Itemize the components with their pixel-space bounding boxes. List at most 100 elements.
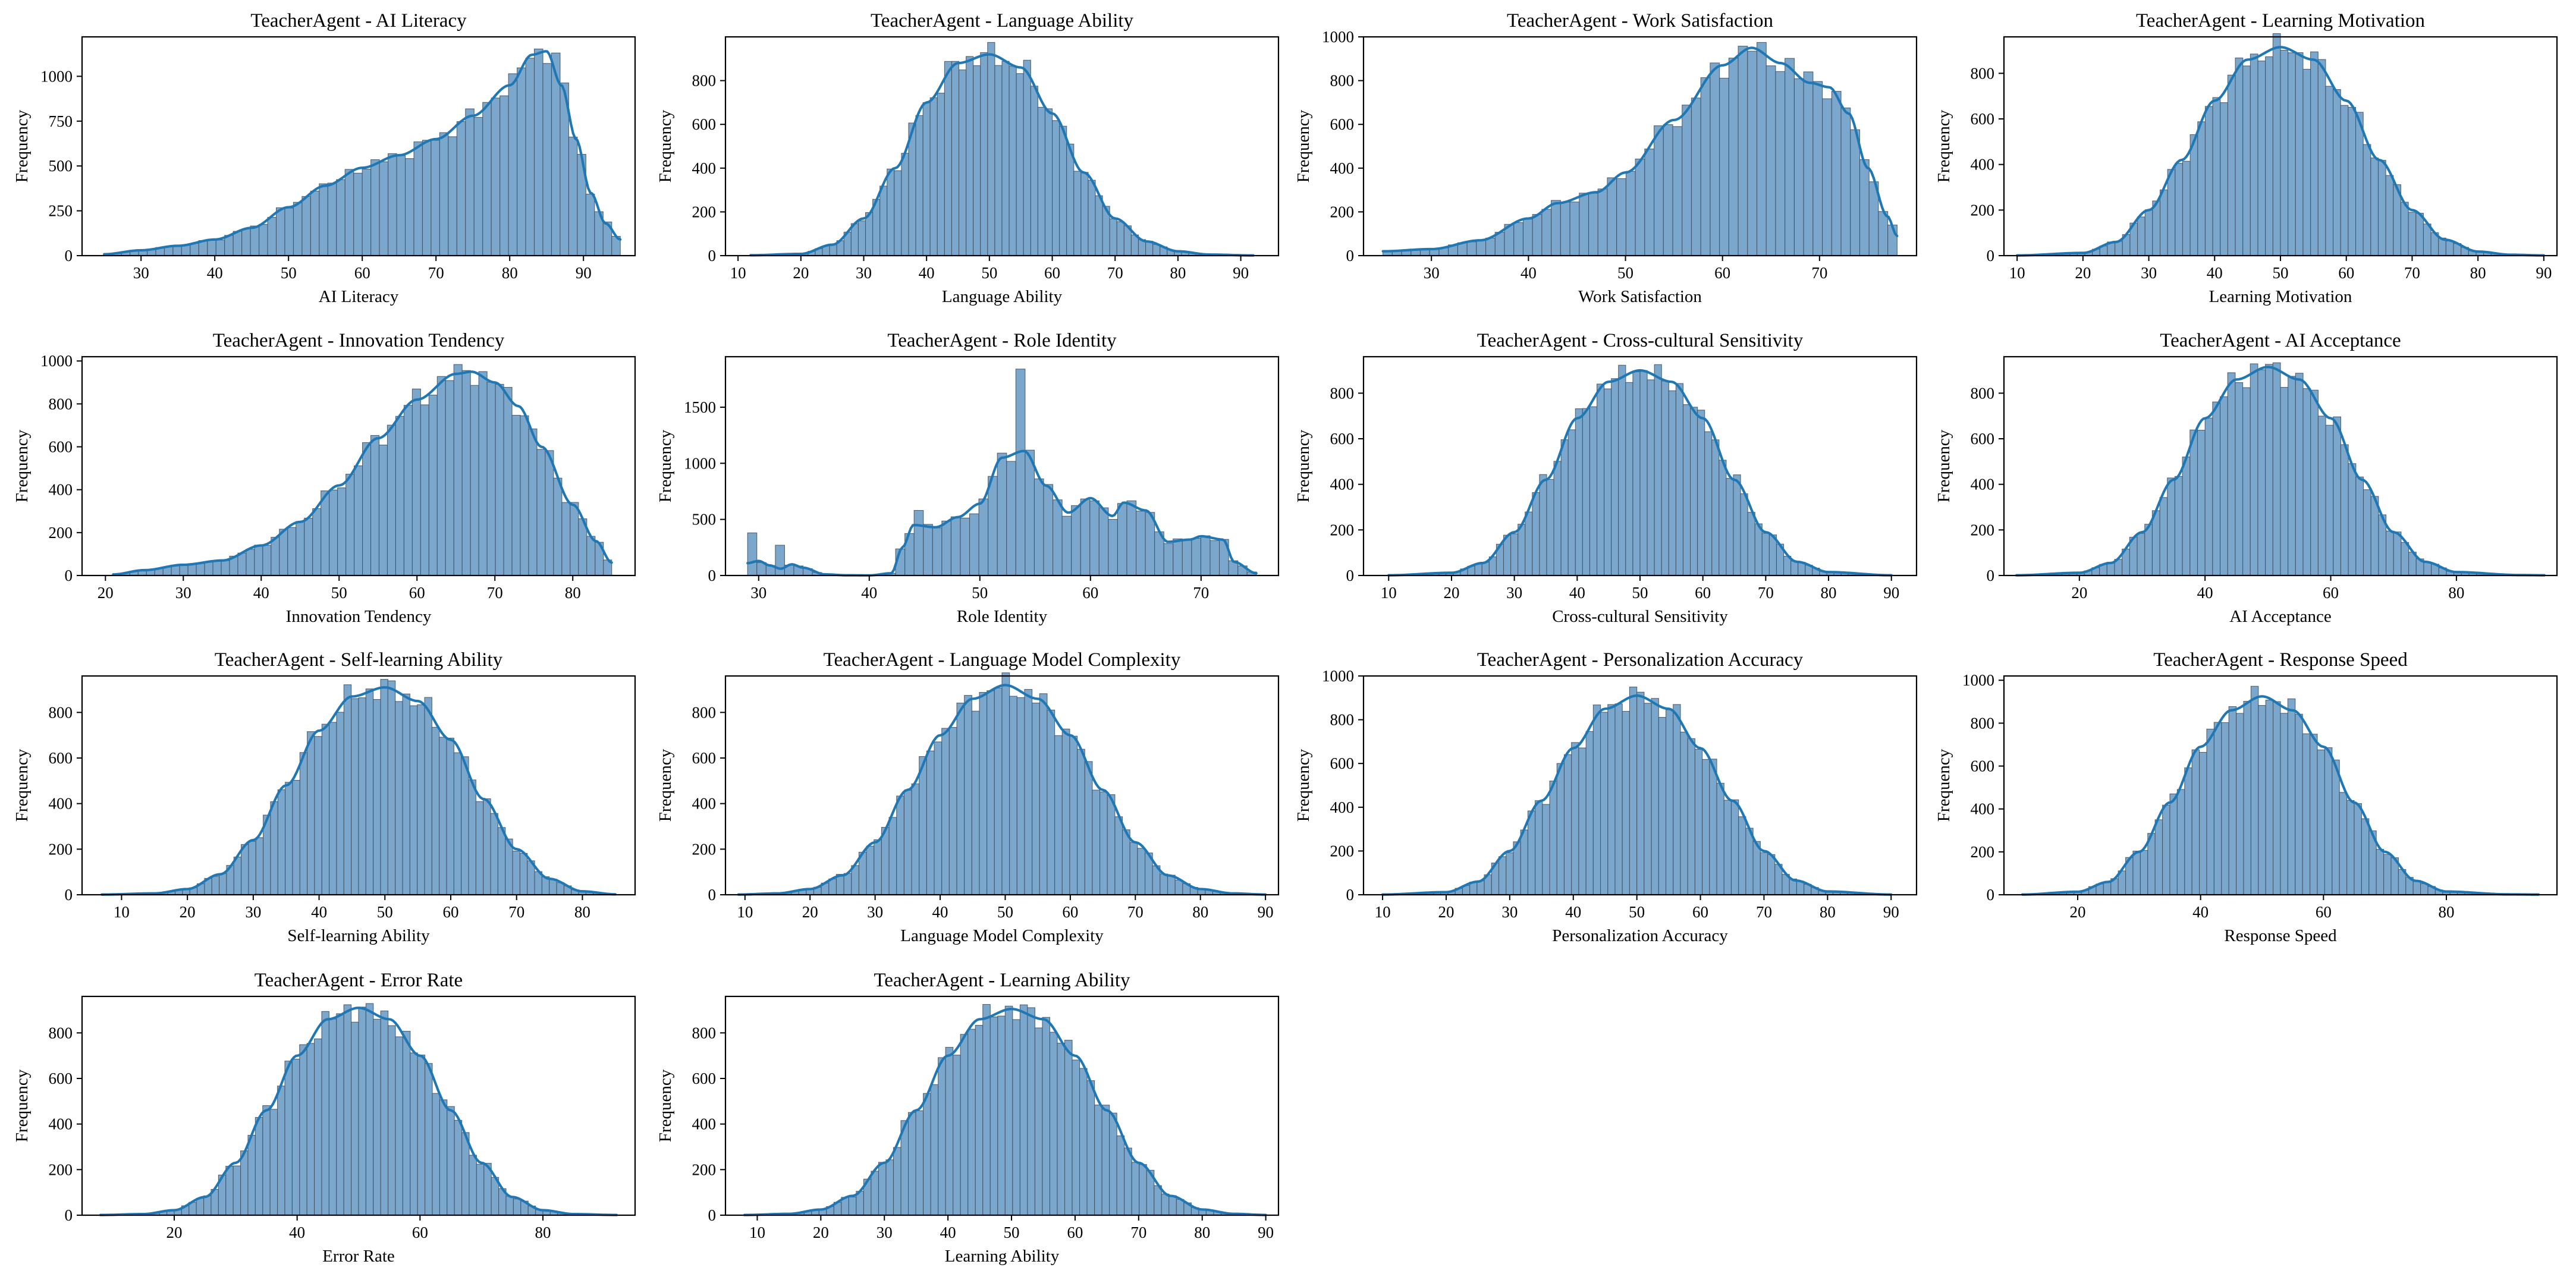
histogram-bar — [944, 61, 953, 256]
histogram-bar — [312, 508, 322, 576]
histogram-bar — [1004, 1005, 1013, 1216]
histogram-bar — [2265, 700, 2274, 895]
x-axis-label: AI Literacy — [319, 287, 399, 306]
histogram-bar — [1039, 693, 1048, 895]
histogram-bar — [919, 756, 927, 895]
histogram-bar — [1665, 709, 1674, 895]
histogram-bar — [513, 1199, 522, 1216]
histogram-bar — [871, 1171, 879, 1216]
histogram-bar — [402, 1031, 411, 1216]
histogram-bar — [299, 752, 308, 895]
histogram-bar — [461, 756, 469, 895]
histogram-bar — [1625, 171, 1636, 256]
x-tick-label: 80 — [2439, 903, 2455, 921]
x-tick-label: 20 — [2075, 264, 2091, 282]
histogram-bar — [901, 153, 909, 256]
kde-curve — [749, 53, 1255, 257]
histogram-bar — [1071, 505, 1081, 576]
histogram-bar — [172, 246, 182, 256]
histogram-bar — [979, 692, 988, 895]
histogram-bar — [292, 779, 300, 895]
histogram-bar — [2250, 363, 2258, 576]
x-tick-label: 80 — [1170, 264, 1186, 282]
histogram-bar — [1522, 218, 1533, 256]
y-tick-label: 600 — [1330, 115, 1355, 133]
x-tick-label: 40 — [207, 264, 223, 282]
histogram-bar — [453, 364, 463, 576]
y-tick-label: 800 — [1330, 384, 1355, 402]
histogram-bar — [2386, 530, 2394, 576]
histogram-bar — [915, 1110, 924, 1216]
y-tick-label: 0 — [1987, 886, 1995, 904]
histogram-bar — [585, 193, 595, 256]
x-tick-label: 60 — [354, 264, 370, 282]
histogram-bar — [1084, 761, 1093, 895]
y-tick-label: 800 — [692, 703, 717, 721]
x-tick-label: 60 — [1692, 903, 1708, 921]
histogram-bar — [2346, 800, 2355, 895]
x-tick-label: 20 — [2071, 584, 2087, 602]
y-tick-label: 800 — [49, 1024, 73, 1042]
histogram-bar — [395, 416, 404, 576]
histogram-bar — [1173, 538, 1183, 576]
histogram-bar — [978, 498, 989, 576]
x-tick-label: 50 — [1632, 584, 1648, 602]
histogram-bar — [233, 231, 243, 256]
histogram-bar — [196, 563, 205, 576]
histogram-bar — [2302, 68, 2311, 256]
x-tick-label: 60 — [2338, 264, 2354, 282]
x-tick-label: 50 — [1617, 264, 1633, 282]
histogram-bar — [1137, 848, 1146, 895]
x-tick-label: 60 — [2316, 903, 2332, 921]
histogram-bar — [1481, 562, 1490, 576]
histogram-bar — [1618, 364, 1626, 576]
histogram-bar — [2361, 818, 2370, 895]
histogram-bar — [1049, 1031, 1058, 1216]
y-tick-label: 800 — [1330, 72, 1355, 90]
x-tick-label: 80 — [535, 1224, 551, 1241]
histogram-bar — [553, 477, 563, 576]
y-tick-label: 200 — [49, 524, 73, 542]
histogram-bar — [2325, 86, 2334, 256]
histogram-bar — [1001, 672, 1010, 895]
x-tick-label: 20 — [1443, 584, 1459, 602]
y-axis-label: Frequency — [12, 1069, 32, 1142]
y-tick-label: 400 — [49, 795, 73, 813]
y-tick-label: 800 — [49, 703, 73, 721]
histogram-bar — [913, 510, 924, 576]
histogram-bar — [417, 704, 425, 895]
histogram-bar — [321, 724, 330, 895]
histogram-bar — [879, 185, 888, 256]
histogram-bar — [1726, 478, 1734, 576]
histogram-bar — [1747, 512, 1755, 576]
x-tick-label: 30 — [1424, 264, 1440, 282]
histogram-bar — [1109, 1112, 1117, 1216]
histogram-bar — [1024, 689, 1033, 895]
histogram-bar — [2317, 416, 2326, 576]
histogram-bar — [2376, 849, 2385, 895]
histogram-bar — [337, 487, 347, 576]
y-tick-label: 1000 — [40, 67, 73, 85]
plot-frame — [1362, 36, 1918, 257]
histogram-bar — [1034, 1027, 1043, 1216]
y-tick-label: 800 — [49, 395, 73, 413]
x-tick-label: 10 — [730, 264, 746, 282]
y-tick-label: 0 — [708, 247, 717, 265]
histogram-bar — [1161, 1193, 1170, 1216]
histogram-bar — [896, 795, 904, 895]
y-tick-label: 800 — [1330, 711, 1355, 729]
histogram-bar — [402, 693, 410, 895]
y-axis-label: Frequency — [656, 1069, 675, 1142]
histogram-bar — [908, 1112, 916, 1216]
histogram-bar — [1812, 81, 1823, 256]
histogram-bar — [454, 1119, 463, 1216]
histogram-bar — [411, 388, 421, 576]
histogram-bar — [495, 383, 504, 576]
histogram-bar — [1673, 704, 1681, 895]
histogram-bar — [1723, 800, 1732, 895]
histogram-bar — [988, 476, 998, 576]
histogram-bar — [410, 1052, 418, 1216]
histogram-bar — [1089, 500, 1099, 576]
histogram-bar — [1716, 782, 1724, 895]
